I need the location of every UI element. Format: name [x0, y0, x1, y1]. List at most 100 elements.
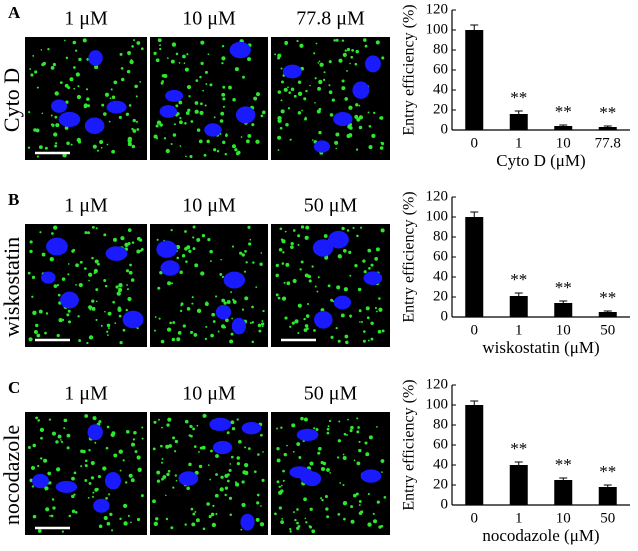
- green-signal: [245, 139, 250, 144]
- y-tick-label: 20: [433, 101, 448, 117]
- green-signal: [300, 416, 304, 421]
- green-signal: [274, 53, 277, 56]
- green-signal: [242, 470, 247, 475]
- x-tick-label: 10: [556, 135, 571, 151]
- green-signal: [167, 281, 172, 286]
- green-signal: [243, 270, 247, 273]
- bar: [509, 296, 528, 317]
- nucleus: [106, 100, 127, 114]
- bar: [598, 487, 617, 505]
- green-signal: [345, 340, 349, 345]
- green-signal: [294, 319, 299, 324]
- green-signal: [33, 330, 38, 334]
- green-signal: [275, 263, 279, 268]
- green-signal: [202, 527, 206, 531]
- green-signal: [108, 120, 111, 123]
- green-signal: [278, 506, 282, 510]
- green-signal: [179, 145, 182, 147]
- micrograph: [271, 37, 390, 160]
- green-signal: [303, 97, 307, 101]
- green-signal: [209, 478, 212, 481]
- green-signal: [210, 512, 215, 517]
- green-signal: [242, 75, 245, 79]
- green-signal: [131, 442, 135, 447]
- green-signal: [219, 119, 224, 123]
- green-signal: [375, 247, 380, 252]
- green-signal: [277, 296, 281, 300]
- green-signal: [44, 486, 49, 491]
- green-signal: [107, 334, 109, 336]
- green-signal: [172, 321, 176, 324]
- green-signal: [305, 521, 308, 524]
- green-signal: [174, 439, 179, 444]
- bar: [465, 217, 484, 317]
- green-signal: [116, 291, 121, 296]
- x-axis-label: wiskostatin (μM): [482, 338, 599, 357]
- green-signal: [326, 431, 330, 435]
- green-signal: [340, 313, 345, 318]
- nucleus: [365, 55, 381, 73]
- green-signal: [176, 256, 180, 260]
- green-signal: [41, 62, 45, 67]
- green-signal: [188, 462, 192, 467]
- green-signal: [118, 314, 122, 318]
- green-signal: [241, 480, 245, 484]
- green-signal: [344, 97, 349, 101]
- green-signal: [296, 442, 301, 446]
- green-signal: [303, 417, 308, 422]
- green-signal: [169, 321, 173, 325]
- y-tick-label: 100: [426, 396, 449, 412]
- green-signal: [342, 455, 347, 460]
- green-signal: [153, 521, 158, 527]
- green-signal: [219, 487, 224, 492]
- green-signal: [152, 499, 156, 504]
- green-signal: [331, 98, 335, 102]
- green-signal: [234, 481, 237, 484]
- green-signal: [281, 296, 287, 301]
- green-signal: [160, 339, 165, 344]
- green-signal: [71, 509, 76, 513]
- green-signal: [358, 440, 361, 443]
- green-signal: [204, 104, 207, 107]
- green-signal: [222, 85, 226, 89]
- green-signal: [179, 116, 182, 120]
- nucleus: [241, 421, 262, 435]
- y-tick-label: 40: [433, 268, 448, 284]
- green-signal: [159, 47, 162, 51]
- green-signal: [141, 426, 144, 429]
- green-signal: [235, 482, 240, 487]
- green-signal: [80, 465, 83, 468]
- y-tick-label: 60: [433, 248, 448, 264]
- green-signal: [380, 459, 385, 463]
- green-signal: [196, 424, 199, 427]
- green-signal: [378, 297, 381, 300]
- green-signal: [51, 498, 55, 501]
- green-signal: [367, 111, 370, 114]
- green-signal: [199, 446, 203, 450]
- nucleus: [212, 440, 233, 455]
- y-tick-label: 60: [433, 436, 448, 452]
- green-signal: [171, 282, 174, 285]
- x-tick-label: 1: [515, 510, 523, 526]
- green-signal: [113, 237, 117, 242]
- green-signal: [119, 340, 123, 345]
- nucleus: [328, 230, 349, 249]
- green-signal: [97, 262, 100, 266]
- green-signal: [350, 519, 355, 524]
- green-signal: [191, 302, 194, 305]
- green-signal: [140, 494, 144, 498]
- green-signal: [253, 96, 258, 101]
- green-signal: [88, 279, 90, 282]
- green-signal: [328, 90, 333, 95]
- green-signal: [73, 493, 76, 496]
- green-signal: [290, 241, 294, 246]
- green-signal: [230, 455, 234, 459]
- green-signal: [88, 335, 94, 340]
- green-signal: [232, 97, 236, 102]
- nucleus: [333, 111, 353, 127]
- green-signal: [95, 288, 99, 292]
- green-signal: [280, 99, 283, 102]
- green-signal: [297, 303, 302, 308]
- green-signal: [337, 254, 342, 259]
- bar: [554, 303, 573, 317]
